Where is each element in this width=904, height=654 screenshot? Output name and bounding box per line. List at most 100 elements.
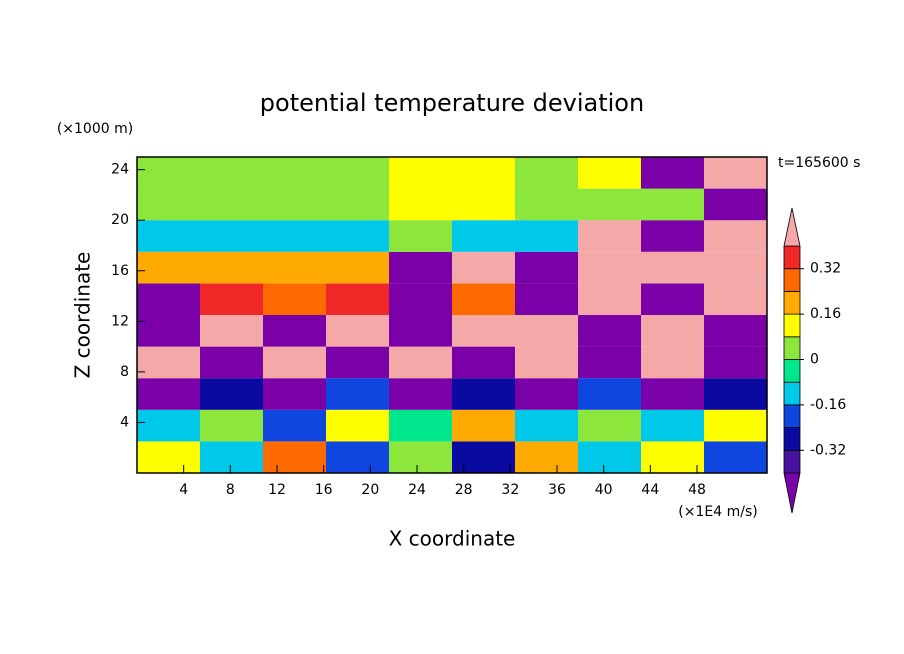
colorbar-box: [783, 313, 801, 338]
field-cell: [452, 378, 515, 410]
field-cell: [704, 220, 767, 252]
field-cell: [200, 157, 263, 189]
x-tick-label: 32: [501, 482, 519, 498]
field-cell: [578, 283, 641, 315]
plot-frame: [136, 156, 768, 474]
field-cell: [641, 188, 704, 221]
field-cell: [326, 409, 389, 442]
y-tick-label: 24: [111, 162, 129, 178]
y-tick-label: 8: [120, 364, 129, 380]
field-cell: [200, 441, 263, 473]
field-cell: [263, 283, 326, 315]
field-cell: [641, 346, 704, 379]
field-cell: [137, 157, 200, 189]
x-tick-label: 4: [179, 482, 188, 498]
field-cell: [452, 283, 515, 315]
field-cell: [326, 157, 389, 189]
colorbar-label: 0: [810, 352, 819, 368]
colorbar-box: [783, 245, 801, 270]
field-cell: [641, 220, 704, 252]
field-cell: [137, 315, 200, 347]
field-cell: [641, 251, 704, 284]
y-axis-title: Z coordinate: [71, 252, 95, 379]
field-cell: [137, 346, 200, 379]
field-cell: [578, 220, 641, 252]
field-cell: [263, 409, 326, 442]
field-cell: [578, 409, 641, 442]
field-cell: [704, 378, 767, 410]
field-cell: [704, 251, 767, 284]
field-cell: [263, 251, 326, 284]
field-cell: [515, 315, 578, 347]
field-cell: [515, 283, 578, 315]
field-cell: [578, 441, 641, 473]
field-cell: [641, 315, 704, 347]
x-tick-label: 48: [688, 482, 706, 498]
colorbar-label: 0.32: [810, 261, 841, 277]
field-cell: [641, 283, 704, 315]
field-cell: [326, 346, 389, 379]
y-units: (×1000 m): [57, 121, 133, 137]
field-cell: [515, 441, 578, 473]
field-cell: [200, 251, 263, 284]
field-cell: [515, 188, 578, 221]
y-tick-label: 12: [111, 313, 129, 329]
x-tick-label: 40: [595, 482, 613, 498]
field-cell: [137, 409, 200, 442]
field-cell: [200, 315, 263, 347]
field-cell: [326, 315, 389, 347]
field-cell: [452, 315, 515, 347]
field-cell: [578, 378, 641, 410]
field-cell: [704, 157, 767, 189]
field-cell: [704, 283, 767, 315]
field-cell: [389, 251, 452, 284]
field-cell: [452, 346, 515, 379]
y-tick-label: 4: [120, 414, 129, 430]
field-cell: [515, 346, 578, 379]
colorbar-label: -0.32: [810, 442, 846, 458]
field-cell: [578, 157, 641, 189]
colorbar-box: [783, 290, 801, 315]
field-cell: [641, 157, 704, 189]
field-cell: [389, 346, 452, 379]
field-cell: [263, 315, 326, 347]
field-cell: [704, 409, 767, 442]
field-cell: [263, 441, 326, 473]
field-cell: [452, 441, 515, 473]
field-cell: [263, 220, 326, 252]
field-cell: [389, 220, 452, 252]
field-cell: [326, 283, 389, 315]
field-cell: [641, 378, 704, 410]
field-cell: [389, 157, 452, 189]
field-cell: [263, 157, 326, 189]
colorbar-bottom: [783, 472, 801, 514]
field-cell: [137, 220, 200, 252]
colorbar-top: [783, 207, 801, 247]
field-cell: [578, 315, 641, 347]
x-tick-label: 44: [641, 482, 659, 498]
x-tick-label: 28: [455, 482, 473, 498]
x-tick-label: 12: [268, 482, 286, 498]
x-axis-title: X coordinate: [389, 527, 516, 551]
field-cell: [641, 441, 704, 473]
field-cell: [704, 441, 767, 473]
field-cell: [200, 283, 263, 315]
colorbar-box: [783, 268, 801, 292]
field-cell: [704, 188, 767, 221]
colorbar-box: [783, 336, 801, 360]
x-tick-label: 8: [226, 482, 235, 498]
field-cell: [137, 283, 200, 315]
colorbar-box: [783, 359, 801, 383]
y-tick-label: 16: [111, 263, 129, 279]
field-cell: [515, 409, 578, 442]
colorbar-label: 0.16: [810, 306, 841, 322]
field-cell: [452, 251, 515, 284]
colorbar-box: [783, 449, 801, 474]
field-cell: [389, 283, 452, 315]
colorbar-box: [783, 427, 801, 451]
x-units: (×1E4 m/s): [678, 504, 757, 520]
field-cell: [137, 188, 200, 221]
field-cell: [200, 346, 263, 379]
x-tick-label: 36: [548, 482, 566, 498]
